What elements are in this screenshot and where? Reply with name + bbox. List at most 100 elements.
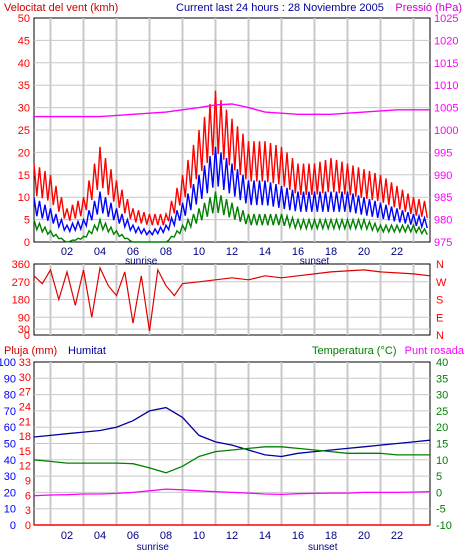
wind-ytick-right: 1020 <box>434 35 458 47</box>
wind-title: Velocitat del vent (kmh) <box>4 2 118 14</box>
wind-sunset-label: sunset <box>300 256 330 267</box>
rain-ytick: 0 <box>25 520 31 532</box>
pressure-title: Pressió (hPa) <box>395 2 462 14</box>
dir-ytick-right: E <box>436 312 443 324</box>
wind-xtick: 04 <box>94 246 106 258</box>
wind-ytick-left: 15 <box>18 170 30 182</box>
wind-ytick-right: 985 <box>434 192 452 204</box>
dir-ytick-left: 270 <box>12 277 30 289</box>
low-wind-line <box>33 191 428 243</box>
temperature-ytick: 15 <box>436 439 448 451</box>
temperature-ytick: 0 <box>436 487 442 499</box>
rain-ytick: 3 <box>25 505 31 517</box>
humidity-ytick: 90 <box>4 373 16 385</box>
dewpoint-line <box>33 488 431 497</box>
wind-ytick-left: 30 <box>18 103 30 115</box>
direction-line <box>33 265 431 332</box>
humidity-ytick: 50 <box>4 439 16 451</box>
wind-ytick-left: 50 <box>18 13 30 25</box>
dir-ytick-right: N <box>436 330 444 342</box>
rain-ytick: 24 <box>19 401 31 413</box>
wind-ytick-right: 1025 <box>434 13 458 25</box>
wind-ytick-left: 35 <box>18 80 30 92</box>
dir-ytick-left: 30 <box>18 324 30 336</box>
humidity-ytick: 70 <box>4 406 16 418</box>
tick-labels: 0510152025303540455097598098599099510001… <box>0 13 458 553</box>
wind-ytick-right: 995 <box>434 147 452 159</box>
temperature-ytick: 5 <box>436 471 442 483</box>
humidity-ytick: 80 <box>4 390 16 402</box>
wind-xtick: 08 <box>160 246 172 258</box>
wind-xtick: 16 <box>292 246 304 258</box>
thermo-xtick: 22 <box>391 530 403 542</box>
temperature-ytick: 20 <box>436 422 448 434</box>
rain-ytick: 27 <box>19 387 31 399</box>
temperature-ytick: -10 <box>436 520 452 532</box>
grid-layer <box>34 18 430 525</box>
humidity-ytick: 0 <box>10 520 16 532</box>
thermo-sunset-label: sunset <box>308 542 338 553</box>
rain-ytick: 6 <box>25 490 31 502</box>
wind-xtick: 06 <box>127 246 139 258</box>
average-wind-line <box>33 146 428 237</box>
thermo-xtick: 10 <box>193 530 205 542</box>
wind-ytick-right: 975 <box>434 237 452 249</box>
temperature-label: Temperatura (°C) <box>312 345 396 357</box>
dir-ytick-right: W <box>436 277 447 289</box>
dir-ytick-right: S <box>436 295 443 307</box>
wind-xtick: 02 <box>61 246 73 258</box>
wind-ytick-left: 0 <box>24 237 30 249</box>
thermo-xtick: 12 <box>226 530 238 542</box>
dir-ytick-left: 0 <box>24 330 30 342</box>
wind-xtick: 10 <box>193 246 205 258</box>
wind-ytick-right: 1000 <box>434 125 458 137</box>
temperature-ytick: 30 <box>436 390 448 402</box>
current-date-title: Current last 24 hours : 28 Noviembre 200… <box>176 2 384 14</box>
dir-ytick-right: N <box>436 259 444 271</box>
wind-ytick-right: 1010 <box>434 80 458 92</box>
humidity-ytick: 60 <box>4 422 16 434</box>
temperature-line <box>33 446 430 474</box>
rain-ytick: 30 <box>19 372 31 384</box>
dewpoint-label: Punt rosada <box>405 345 465 357</box>
humidity-ytick: 20 <box>4 487 16 499</box>
pressure-line <box>34 103 430 118</box>
temperature-ytick: 25 <box>436 406 448 418</box>
temperature-ytick: -5 <box>436 504 446 516</box>
rain-ytick: 21 <box>19 416 31 428</box>
wind-ytick-left: 45 <box>18 35 30 47</box>
wind-xtick: 18 <box>325 246 337 258</box>
rain-ytick: 33 <box>19 357 31 369</box>
temperature-ytick: 35 <box>436 373 448 385</box>
wind-ytick-right: 990 <box>434 170 452 182</box>
temperature-ytick: 40 <box>436 357 448 369</box>
humidity-line <box>33 406 431 458</box>
humidity-ytick: 40 <box>4 455 16 467</box>
dir-ytick-left: 180 <box>12 295 30 307</box>
thermo-xtick: 20 <box>358 530 370 542</box>
rain-ytick: 9 <box>25 476 31 488</box>
rain-ytick: 15 <box>19 446 31 458</box>
thermo-xtick: 16 <box>292 530 304 542</box>
wind-ytick-left: 5 <box>24 215 30 227</box>
wind-xtick: 12 <box>226 246 238 258</box>
dir-ytick-left: 90 <box>18 312 30 324</box>
wind-ytick-right: 1005 <box>434 103 458 115</box>
wind-ytick-right: 1015 <box>434 58 458 70</box>
humidity-label: Humitat <box>68 345 106 357</box>
thermo-xtick: 04 <box>94 530 106 542</box>
humidity-ytick: 10 <box>4 504 16 516</box>
wind-ytick-right: 980 <box>434 215 452 227</box>
thermo-xtick: 06 <box>127 530 139 542</box>
wind-ytick-left: 10 <box>18 192 30 204</box>
dir-ytick-left: 360 <box>12 259 30 271</box>
wind-xtick: 22 <box>391 246 403 258</box>
wind-ytick-left: 20 <box>18 147 30 159</box>
wind-xtick: 20 <box>358 246 370 258</box>
thermo-xtick: 18 <box>325 530 337 542</box>
series-layer <box>33 90 431 526</box>
rain-ytick: 18 <box>19 431 31 443</box>
rain-label: Pluja (mm) <box>4 345 57 357</box>
wind-ytick-left: 40 <box>18 58 30 70</box>
